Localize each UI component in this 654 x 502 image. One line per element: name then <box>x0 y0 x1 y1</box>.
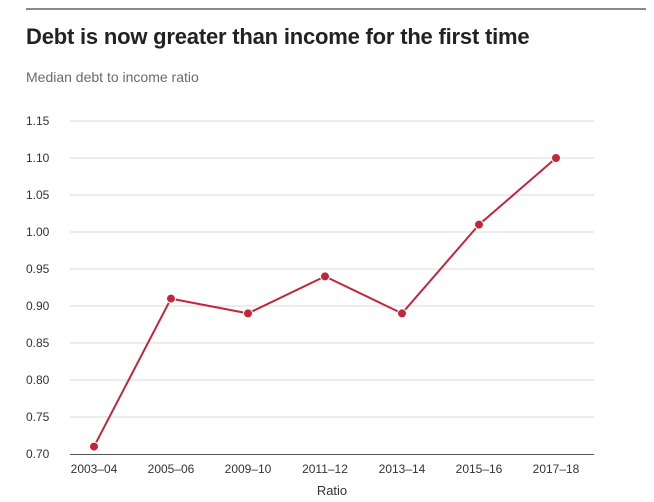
y-tick-label: 0.75 <box>26 410 50 424</box>
y-tick-label: 1.10 <box>26 151 50 165</box>
y-tick-label: 0.95 <box>26 262 50 276</box>
x-tick-label: 2003–04 <box>71 462 118 476</box>
gridlines <box>70 120 594 418</box>
data-points <box>89 153 561 452</box>
x-tick-label: 2005–06 <box>148 462 195 476</box>
y-tick-label: 1.05 <box>26 188 50 202</box>
top-rule <box>26 8 646 10</box>
y-tick-label: 0.70 <box>26 447 50 461</box>
x-axis-title: Ratio <box>317 483 347 498</box>
data-point <box>551 153 561 163</box>
x-tick-label: 2009–10 <box>225 462 272 476</box>
chart-title: Debt is now greater than income for the … <box>26 24 530 49</box>
y-tick-label: 0.80 <box>26 373 50 387</box>
x-tick-label: 2011–12 <box>302 462 348 476</box>
y-tick-label: 1.15 <box>26 114 50 128</box>
series-line <box>93 157 557 448</box>
x-tick-label: 2017–18 <box>533 462 580 476</box>
y-tick-label: 1.00 <box>26 225 50 239</box>
data-point <box>474 219 484 230</box>
data-point <box>320 271 330 282</box>
data-point <box>397 308 407 319</box>
y-axis-tick-labels: 0.70 0.75 0.80 0.85 0.90 0.95 1.00 1.05 1.10 1.15 <box>26 114 50 461</box>
x-axis-tick-labels: 2003–04 2005–06 2009–10 2011–12 2013–14 2015–… <box>71 462 580 476</box>
data-point <box>243 308 253 319</box>
y-tick-label: 0.85 <box>26 336 50 350</box>
x-tick-label: 2013–14 <box>379 462 426 476</box>
x-tick-label: 2015–16 <box>456 462 503 476</box>
data-point <box>89 441 99 452</box>
chart-subtitle: Median debt to income ratio <box>26 69 199 85</box>
data-point <box>166 293 176 304</box>
y-tick-label: 0.90 <box>26 299 50 313</box>
